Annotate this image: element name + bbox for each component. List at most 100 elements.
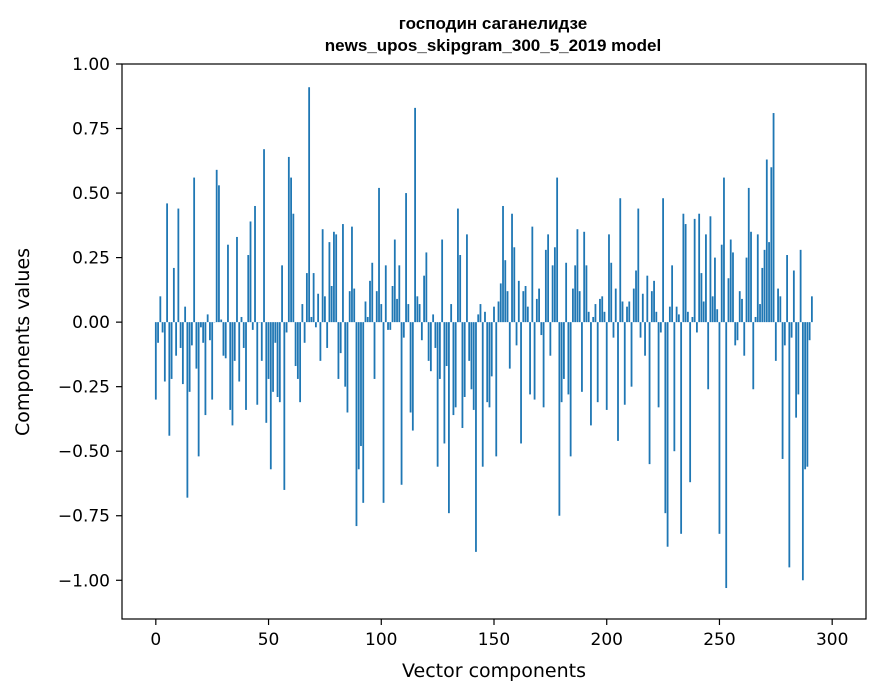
bar-88 xyxy=(353,288,356,323)
bar-56 xyxy=(281,265,283,323)
bar-123 xyxy=(432,314,435,323)
bar-74 xyxy=(321,229,324,323)
bar-166 xyxy=(529,322,531,395)
bar-141 xyxy=(472,322,475,410)
bar-269 xyxy=(761,267,764,323)
bar-0 xyxy=(154,322,157,400)
bar-80 xyxy=(335,234,338,323)
bar-199 xyxy=(603,311,606,323)
bar-75 xyxy=(324,296,326,323)
bar-180 xyxy=(560,322,563,403)
bar-44 xyxy=(254,205,256,323)
bar-230 xyxy=(673,322,676,452)
bar-35 xyxy=(233,322,236,361)
x-axis-ticks: 0 50 100 150 200 250 300 xyxy=(150,619,848,650)
bar-6 xyxy=(168,322,171,436)
bar-190 xyxy=(583,231,586,323)
bar-127 xyxy=(441,239,444,323)
bar-210 xyxy=(628,301,631,323)
bar-105 xyxy=(391,286,394,323)
bar-172 xyxy=(542,322,545,408)
bar-264 xyxy=(750,231,752,323)
bar-61 xyxy=(292,213,295,323)
bar-110 xyxy=(402,322,405,338)
bar-76 xyxy=(326,322,329,348)
bar-73 xyxy=(319,322,322,361)
chart-title-line-2: news_upos_skipgram_300_5_2019 model xyxy=(325,36,661,55)
bar-47 xyxy=(260,322,263,361)
bar-289 xyxy=(806,322,809,467)
bar-81 xyxy=(337,322,340,379)
chart-title-line-1: господин саганелидзе xyxy=(399,14,587,33)
bar-181 xyxy=(562,322,565,379)
bar-285 xyxy=(797,322,800,395)
bar-101 xyxy=(382,322,385,503)
bar-191 xyxy=(585,265,588,323)
bar-254 xyxy=(727,278,730,323)
bar-164 xyxy=(524,286,527,323)
bar-171 xyxy=(540,322,543,336)
bar-113 xyxy=(409,322,412,413)
bar-273 xyxy=(770,167,773,323)
bar-257 xyxy=(734,322,737,346)
bar-287 xyxy=(801,322,804,581)
bar-255 xyxy=(729,239,732,323)
bar-202 xyxy=(610,262,613,323)
bar-238 xyxy=(691,316,694,323)
bar-33 xyxy=(229,322,232,410)
bar-250 xyxy=(718,322,721,534)
bar-261 xyxy=(743,322,746,356)
bar-92 xyxy=(362,322,365,503)
x-tick-label: 0 xyxy=(150,630,161,650)
y-tick-label: −1.00 xyxy=(58,571,110,591)
bar-10 xyxy=(177,208,180,323)
bar-148 xyxy=(488,322,491,408)
bar-213 xyxy=(635,270,637,323)
bar-149 xyxy=(490,322,493,377)
bar-169 xyxy=(535,298,538,323)
bar-137 xyxy=(463,322,466,397)
x-tick-label: 150 xyxy=(478,630,510,650)
bar-270 xyxy=(763,249,766,323)
bar-197 xyxy=(599,298,601,323)
x-tick-label: 300 xyxy=(816,630,848,650)
bar-185 xyxy=(572,288,574,323)
bar-145 xyxy=(481,322,484,467)
bar-series xyxy=(154,87,813,589)
bar-32 xyxy=(227,244,229,323)
bar-102 xyxy=(384,265,387,323)
bar-228 xyxy=(668,306,671,323)
bar-205 xyxy=(617,322,619,441)
bar-174 xyxy=(547,234,550,323)
bar-219 xyxy=(648,322,651,465)
bar-45 xyxy=(256,322,259,405)
bar-249 xyxy=(716,309,719,323)
bar-67 xyxy=(305,273,308,323)
bar-15 xyxy=(188,322,191,392)
bar-25 xyxy=(211,322,214,400)
bar-82 xyxy=(339,322,342,354)
bar-62 xyxy=(294,322,297,367)
bar-70 xyxy=(312,273,315,323)
bar-2 xyxy=(159,296,162,323)
bar-121 xyxy=(427,322,430,361)
bar-109 xyxy=(400,322,403,485)
bar-99 xyxy=(378,187,380,323)
bar-119 xyxy=(423,275,426,323)
bar-152 xyxy=(497,301,500,323)
bar-68 xyxy=(308,87,311,323)
bar-41 xyxy=(247,255,250,323)
bar-65 xyxy=(301,304,304,323)
bar-189 xyxy=(581,322,583,392)
bar-40 xyxy=(245,322,247,410)
bar-193 xyxy=(590,322,592,426)
bar-97 xyxy=(373,322,376,379)
bar-158 xyxy=(511,213,513,323)
y-axis-label: Components values xyxy=(12,248,34,436)
bar-8 xyxy=(172,267,175,323)
bar-42 xyxy=(249,221,252,323)
bar-5 xyxy=(166,203,168,323)
bar-212 xyxy=(632,288,635,323)
bar-265 xyxy=(752,322,755,390)
y-tick-label: 0.25 xyxy=(72,249,110,269)
